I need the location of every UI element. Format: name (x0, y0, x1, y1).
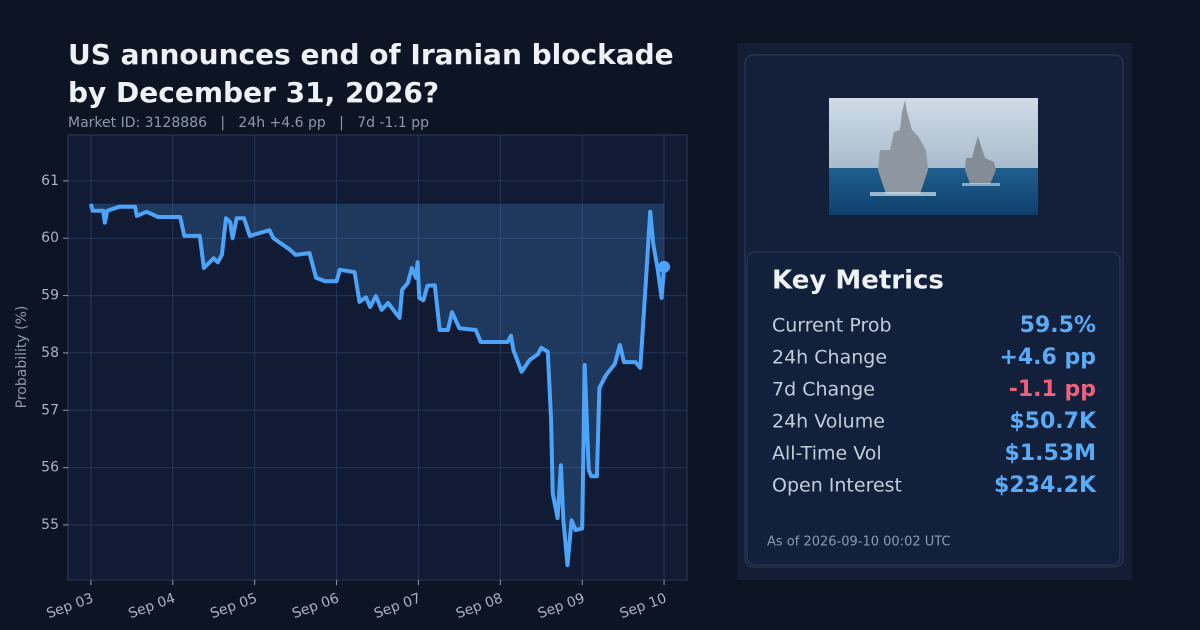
y-tick-label: 61 (41, 173, 59, 189)
y-axis-label: Probability (%) (14, 306, 30, 409)
metric-label: 24h Change (772, 347, 887, 369)
last-point (658, 260, 671, 273)
footnote: As of 2026-09-10 00:02 UTC (767, 535, 951, 550)
y-tick-label: 58 (41, 345, 59, 361)
metric-value: -1.1 pp (1009, 377, 1096, 402)
metric-label: Open Interest (772, 475, 902, 497)
metrics-heading: Key Metrics (772, 266, 944, 296)
y-tick-label: 57 (41, 402, 59, 418)
y-tick-label: 59 (41, 288, 59, 304)
line (88, 203, 667, 568)
metric-value: +4.6 pp (999, 345, 1096, 370)
market-image (829, 98, 1038, 215)
y-tick-label: 55 (41, 517, 59, 533)
metric-value: $1.53M (1005, 441, 1096, 466)
title-line: by December 31, 2026? (68, 76, 439, 109)
y-tick-label: 56 (41, 460, 59, 476)
y-tick-label: 60 (41, 230, 59, 246)
subtitle: Market ID: 3128886 | 24h +4.6 pp | 7d -1… (68, 115, 429, 131)
area-fill (90, 203, 665, 566)
metric-label: All-Time Vol (772, 443, 882, 465)
metric-label: 24h Volume (772, 411, 885, 433)
title-line: US announces end of Iranian blockade (68, 38, 674, 71)
metric-value: $234.2K (994, 473, 1097, 498)
metric-label: Current Prob (772, 315, 892, 337)
metric-label: 7d Change (772, 379, 875, 401)
metrics-card (746, 251, 1121, 566)
metric-value: 59.5% (1020, 313, 1096, 338)
metric-value: $50.7K (1009, 409, 1097, 434)
